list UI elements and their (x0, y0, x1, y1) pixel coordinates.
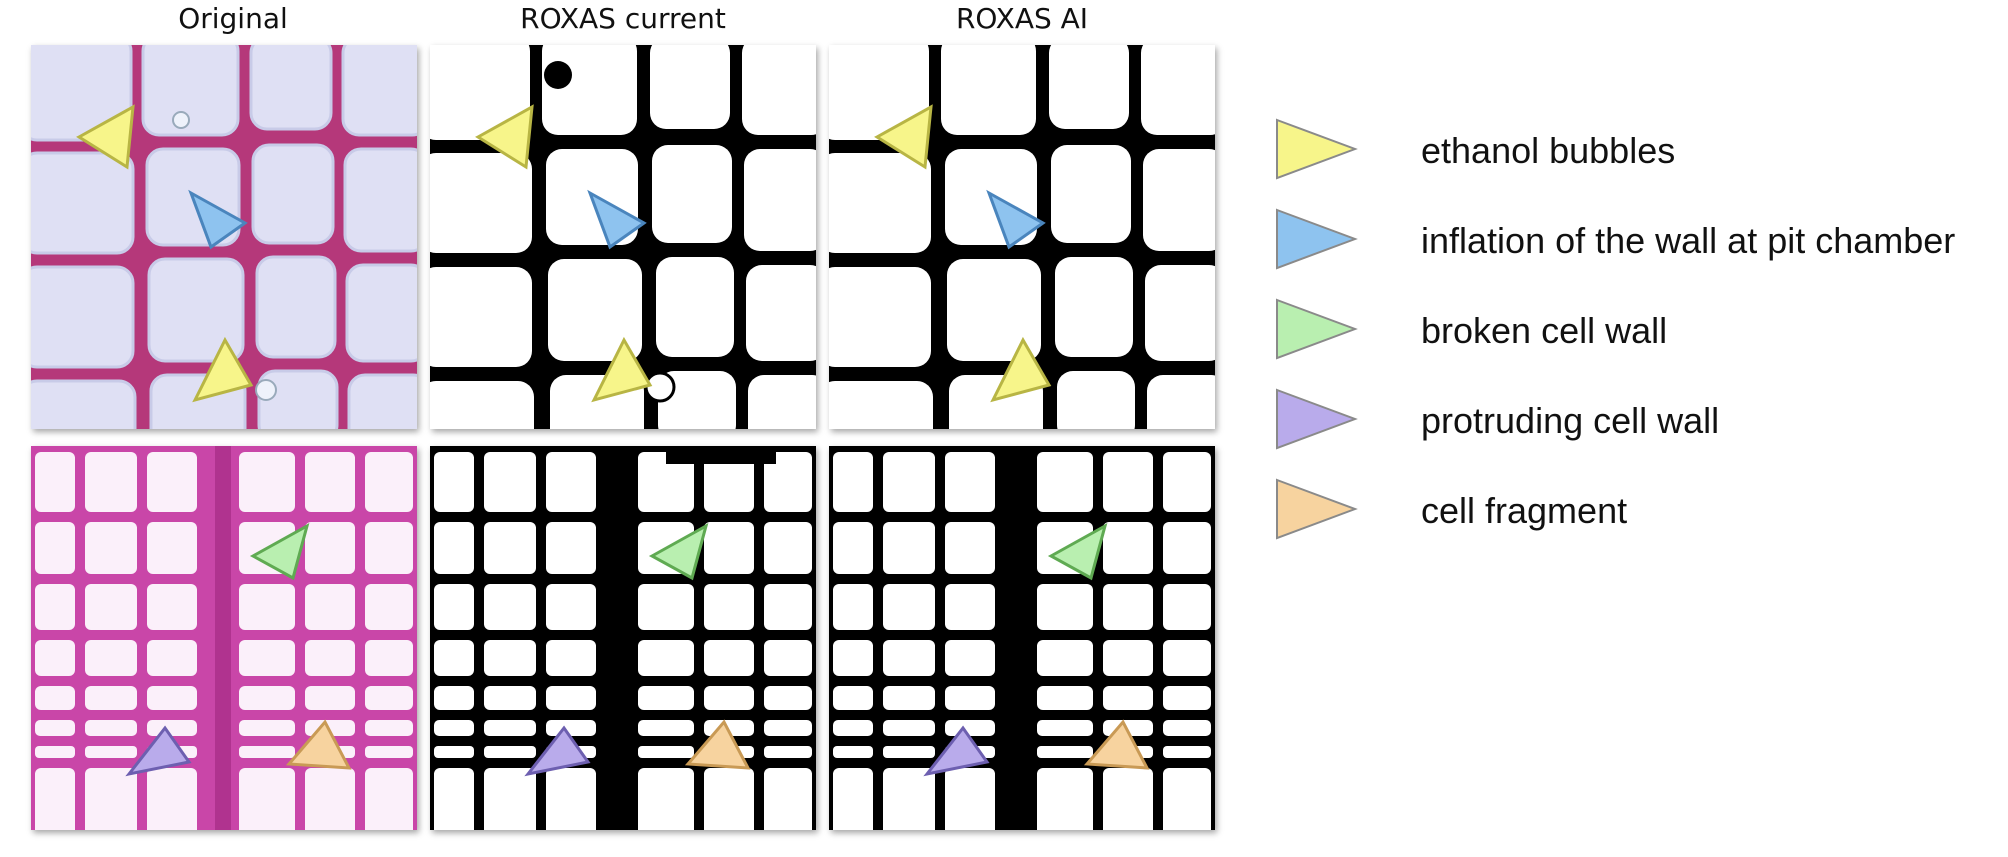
broken-cell-wall-marker (1047, 522, 1108, 581)
protruding-cell-wall-marker (923, 725, 990, 777)
legend-label: inflation of the wall at pit chamber (1421, 220, 1956, 261)
panel-roxas-ai-bottom (829, 446, 1215, 830)
cell-fragment-marker (1083, 719, 1150, 770)
blue-triangle-icon (1276, 208, 1358, 270)
legend-item-pit-chamber: inflation of the wall at pit chamber (1275, 208, 1995, 272)
legend-label: cell fragment (1421, 490, 1628, 531)
ethanol-bubble-marker (475, 104, 534, 170)
ethanol-bubble-marker (192, 336, 254, 403)
broken-cell-wall-marker (249, 522, 310, 581)
column-title-roxas-current: ROXAS current (520, 2, 726, 35)
panel-original-bottom (31, 446, 417, 830)
ethanol-bubble-marker (874, 104, 933, 170)
legend-label: protruding cell wall (1421, 400, 1720, 441)
ethanol-bubble-marker (990, 336, 1052, 403)
legend-label: ethanol bubbles (1421, 130, 1676, 171)
protruding-cell-wall-marker (125, 725, 192, 777)
pit-chamber-marker (986, 189, 1046, 250)
protruding-cell-wall-marker (524, 725, 591, 777)
pit-chamber-marker (188, 189, 248, 250)
legend-item-ethanol-bubbles: ethanol bubbles (1275, 118, 1995, 182)
panel-original-top (31, 45, 417, 429)
column-title-original: Original (178, 2, 288, 35)
orange-triangle-icon (1276, 478, 1358, 540)
panel-roxas-ai-top (829, 45, 1215, 429)
panel-roxas-current-top (430, 45, 816, 429)
legend-label: broken cell wall (1421, 310, 1668, 351)
yellow-triangle-icon (1276, 118, 1358, 180)
cell-fragment-marker (684, 719, 751, 770)
legend-item-cell-fragment: cell fragment (1275, 478, 1995, 542)
cell-fragment-marker (285, 719, 352, 770)
panel-roxas-current-bottom (430, 446, 816, 830)
ethanol-bubble-marker (591, 336, 653, 403)
broken-cell-wall-marker (648, 522, 709, 581)
pit-chamber-marker (587, 189, 647, 250)
ethanol-bubble-marker (76, 104, 135, 170)
green-triangle-icon (1276, 298, 1358, 360)
legend-item-protruding-cell-wall: protruding cell wall (1275, 388, 1995, 452)
column-title-roxas-ai: ROXAS AI (955, 2, 1089, 35)
legend-item-broken-cell-wall: broken cell wall (1275, 298, 1995, 362)
purple-triangle-icon (1276, 388, 1358, 450)
